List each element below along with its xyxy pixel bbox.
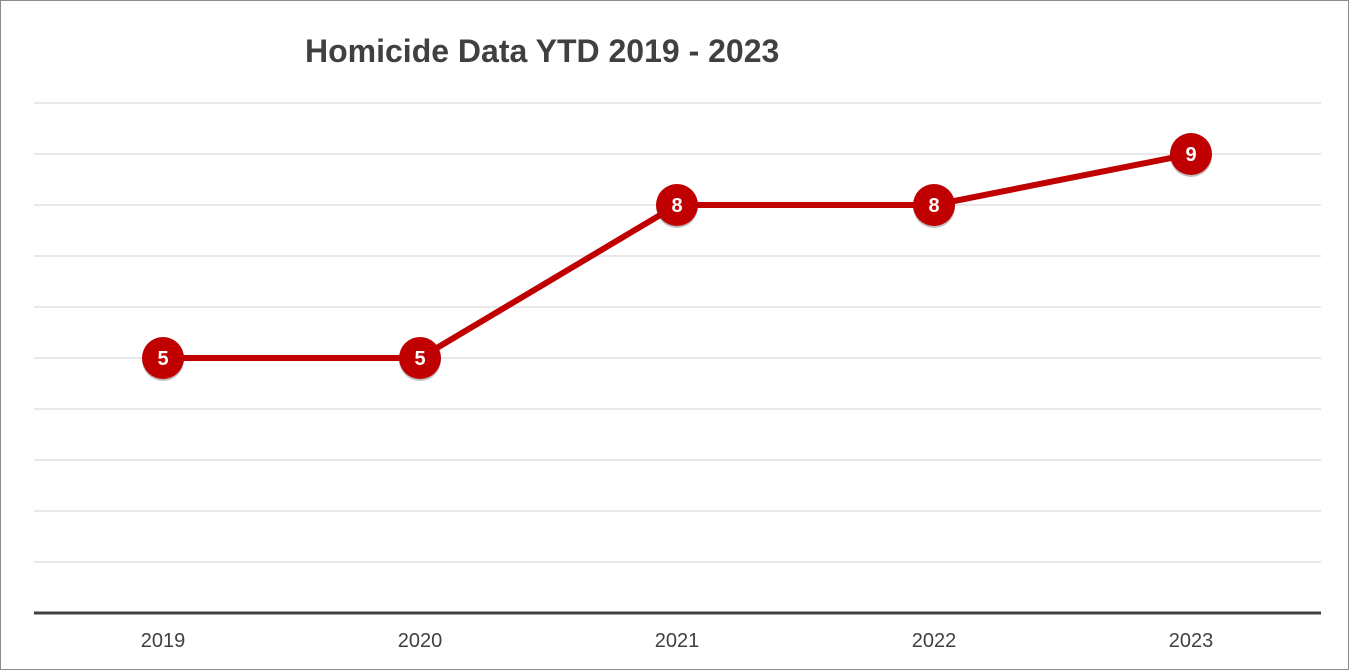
data-label: 5 [157, 348, 168, 370]
chart-title: Homicide Data YTD 2019 - 2023 [305, 33, 780, 69]
x-tick-label: 2022 [912, 630, 957, 652]
data-point [399, 337, 441, 379]
data-label: 9 [1185, 144, 1196, 166]
data-label: 8 [671, 195, 682, 217]
data-point [1170, 133, 1212, 175]
x-tick-label: 2020 [398, 630, 443, 652]
data-point [142, 337, 184, 379]
x-tick-label: 2019 [141, 630, 186, 652]
data-label: 8 [928, 195, 939, 217]
data-point [656, 184, 698, 226]
x-tick-label: 2023 [1169, 630, 1214, 652]
data-point [913, 184, 955, 226]
x-tick-label: 2021 [655, 630, 700, 652]
data-label: 5 [414, 348, 425, 370]
